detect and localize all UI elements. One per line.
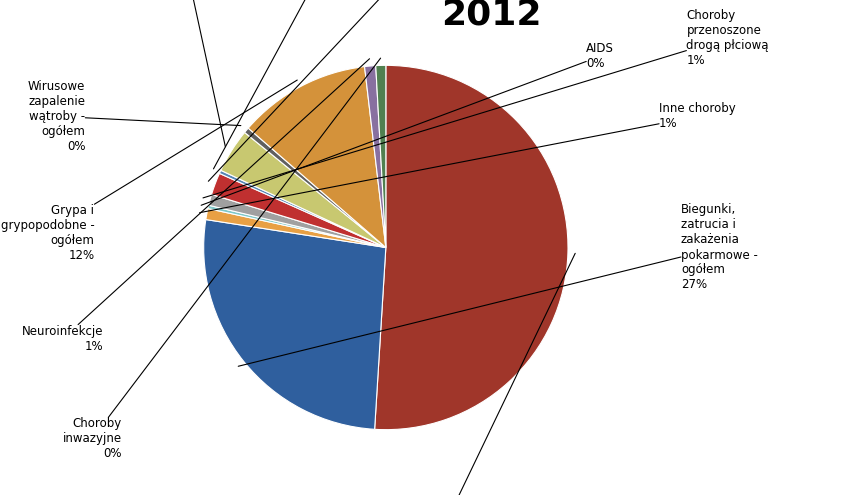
Wedge shape [376, 65, 386, 248]
Text: Gruźlica
2%: Gruźlica 2% [209, 0, 444, 181]
Wedge shape [365, 66, 386, 248]
Wedge shape [220, 133, 386, 248]
Wedge shape [206, 208, 386, 248]
Wedge shape [212, 173, 386, 248]
Wedge shape [248, 67, 386, 248]
Text: Wirusowe
zapalenie
wątroby -
ogółem
0%: Wirusowe zapalenie wątroby - ogółem 0% [28, 80, 241, 153]
Text: Nowe zakażenia
HIV
0%: Nowe zakażenia HIV 0% [214, 0, 388, 169]
Text: Inne choroby
1%: Inne choroby 1% [199, 102, 736, 213]
Text: 2012: 2012 [441, 0, 542, 31]
Text: AIDS
0%: AIDS 0% [201, 42, 614, 205]
Wedge shape [204, 220, 386, 429]
Text: Grypa i
grypopodobne -
ogółem
12%: Grypa i grypopodobne - ogółem 12% [1, 80, 298, 262]
Text: Biegunki,
zatrucia i
zakażenia
pokarmowe -
ogółem
27%: Biegunki, zatrucia i zakażenia pokarmowe… [238, 203, 758, 366]
Text: Choroby
przenoszone
drogą płciową
1%: Choroby przenoszone drogą płciową 1% [203, 9, 769, 198]
Wedge shape [375, 65, 568, 430]
Wedge shape [244, 128, 386, 248]
Text: Choroby
odzwierzęce
4%: Choroby odzwierzęce 4% [148, 0, 226, 147]
Text: Choroby
inwazyjne
0%: Choroby inwazyjne 0% [63, 58, 381, 460]
Text: Neuroinfekcje
1%: Neuroinfekcje 1% [22, 59, 370, 352]
Wedge shape [209, 195, 386, 248]
Wedge shape [208, 205, 386, 248]
Text: Choroby zakaźne
wieku dziecięcego
52%: Choroby zakaźne wieku dziecięcego 52% [372, 253, 575, 495]
Wedge shape [220, 170, 386, 248]
